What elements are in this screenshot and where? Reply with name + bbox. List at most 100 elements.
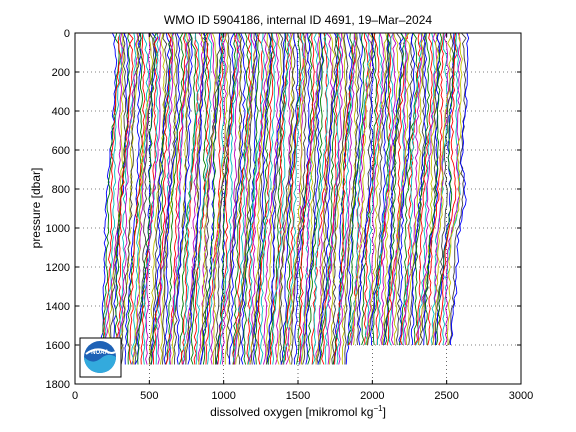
profile-line [247, 33, 265, 365]
profile-line [115, 33, 134, 365]
profile-line [438, 33, 458, 346]
profile-line [403, 33, 424, 346]
profile-line [215, 33, 237, 365]
profile-line [117, 33, 139, 365]
profile-line [237, 33, 258, 365]
profile-line [221, 33, 242, 365]
profile-line [427, 33, 444, 346]
profile-line [202, 33, 224, 365]
profile-line [132, 33, 154, 365]
profile-line [444, 33, 461, 346]
noaa-logo: NOAA [79, 337, 122, 378]
x-tick-label: 2500 [434, 390, 458, 402]
profile-line [446, 33, 463, 345]
profile-line [249, 33, 268, 365]
profile-line [129, 33, 146, 365]
y-tick-label: 0 [64, 28, 70, 40]
profile-line [226, 33, 243, 365]
profile-line [366, 33, 385, 346]
profile-line [377, 33, 394, 345]
profile-line [317, 33, 339, 365]
profile-line [101, 33, 123, 365]
profile-line [271, 33, 291, 365]
profile-line [98, 33, 118, 365]
x-tick-label: 1000 [211, 390, 235, 402]
x-tick-label: 3000 [509, 390, 533, 402]
profile-line [266, 33, 286, 365]
profile-line [124, 33, 142, 365]
profile-line [148, 33, 168, 365]
profile-line [307, 33, 326, 365]
profile-line [305, 33, 324, 365]
profile-line [193, 33, 210, 365]
profile-line [296, 33, 314, 365]
profile-line [243, 33, 260, 365]
profile-line [336, 33, 357, 365]
profile-line [187, 33, 206, 365]
profile-line [415, 33, 436, 346]
x-axis-title: dissolved oxygen [mikromol kg−1] [210, 404, 386, 419]
profile-line [118, 33, 140, 365]
profile-line [265, 33, 285, 365]
profile-line [414, 33, 433, 346]
profile-line [449, 33, 470, 346]
profile-line [145, 33, 162, 365]
profile-line [240, 33, 258, 365]
profile-line [207, 33, 226, 365]
profile-line [283, 33, 306, 365]
profile-line [165, 33, 187, 365]
profile-line [410, 33, 428, 346]
profile-line [134, 33, 155, 365]
profile-line [367, 33, 389, 346]
profile-line [434, 33, 455, 346]
profile-line [262, 33, 280, 365]
profile-line [214, 33, 232, 365]
profile-line [352, 33, 373, 346]
profile-line [182, 33, 204, 365]
profile-line [402, 33, 423, 346]
profile-line [424, 33, 443, 346]
profile-line [327, 33, 344, 365]
profile-line [157, 33, 175, 365]
x-tick-label: 500 [140, 390, 158, 402]
y-tick-label: 800 [52, 184, 70, 196]
profile-line [182, 33, 201, 365]
profile-line [380, 33, 397, 346]
profile-line [152, 33, 174, 365]
profile-line [312, 33, 330, 365]
y-tick-label: 1800 [46, 379, 70, 391]
profile-line [381, 33, 400, 346]
profile-line [350, 33, 371, 346]
profile-line [347, 33, 366, 346]
profile-line [163, 33, 181, 365]
profile-line [448, 33, 467, 346]
profile-line [299, 33, 315, 365]
profile-line [228, 33, 246, 365]
profile-line [442, 33, 461, 346]
profile-line [195, 33, 213, 365]
profile-line [338, 33, 357, 365]
profile-line [364, 33, 383, 346]
profile-line [293, 33, 311, 365]
profile-line [280, 33, 299, 365]
profile-line [430, 33, 448, 346]
profile-line [168, 33, 189, 365]
profile-line [398, 33, 416, 346]
y-tick-label: 1000 [46, 223, 70, 235]
ticks: 0 500 1000 1500 2000 2500 3000 0 200 400 600 800 100… [46, 28, 534, 402]
profile-line [176, 33, 193, 365]
profiles [98, 33, 470, 365]
profile-line [165, 33, 184, 365]
profile-line [356, 33, 374, 346]
y-tick-label: 1200 [46, 262, 70, 274]
profile-line [260, 33, 277, 365]
profile-line [253, 33, 273, 365]
profile-line [282, 33, 304, 365]
profile-line [399, 33, 422, 346]
profile-line [279, 33, 296, 365]
y-tick-label: 200 [52, 67, 70, 79]
y-tick-label: 400 [52, 106, 70, 118]
profile-line [435, 33, 457, 346]
profile-line [234, 33, 256, 365]
